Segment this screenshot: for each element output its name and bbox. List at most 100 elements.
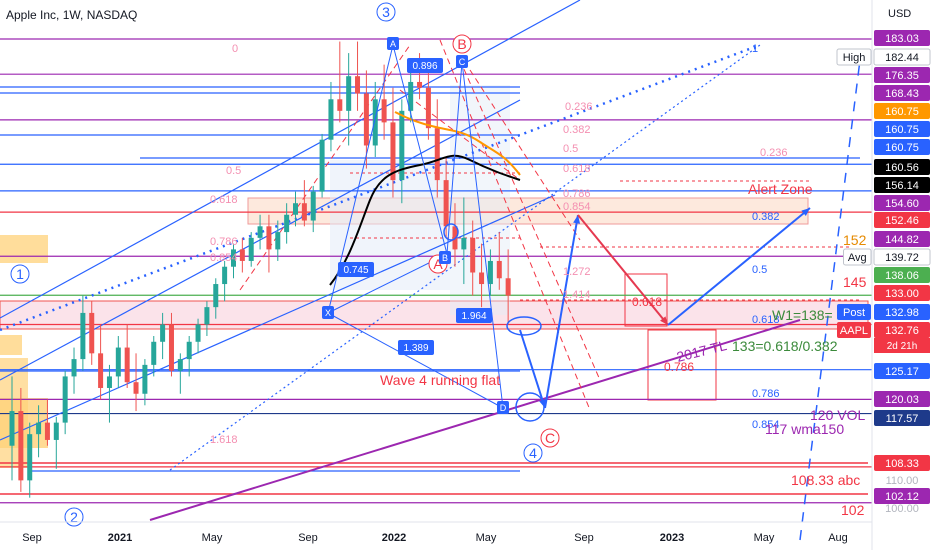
price-badge-label: 138.06 [885,270,919,282]
candle-body [177,359,183,371]
note-145-label: 145 [843,274,867,290]
candle-body [115,347,121,377]
wave-projection [439,39,591,411]
projection-arrow-head [801,208,810,216]
highlight-ellipse [443,223,459,241]
x-tick-label: 2021 [108,532,132,544]
candle-body [337,99,343,111]
wave-label-box [456,55,468,68]
candle-body [417,81,423,88]
ratio-label: 0.745 [343,265,368,276]
price-badge-label: 160.56 [885,162,919,174]
candle-body [399,110,405,181]
fib-label: 0.854 [563,201,591,213]
fib-label: 0.854 [210,252,238,264]
projection-arrow-head [660,316,668,325]
trend-line [799,59,861,541]
price-badge-label: 156.14 [885,180,919,192]
candle-body [53,422,59,440]
candle-body [505,278,511,296]
price-tick-label: 110.00 [886,475,919,487]
candle-body [106,376,112,388]
fib-label: 0.854 [752,419,780,431]
price-badge-label: 144.82 [885,234,919,246]
fib-label: 0.382 [752,211,780,223]
candle-body [239,249,245,261]
price-sub-label: 2d 21h [887,341,918,352]
x-tick-label: Sep [22,532,42,544]
price-badge-label: 152.46 [885,215,919,227]
highlight-ellipse [506,316,542,336]
candle-body [257,226,263,238]
x-tick-label: 2023 [660,532,684,544]
fib-label: 0.382 [563,124,591,136]
wave-label: C [459,57,466,67]
currency-label[interactable]: USD [888,8,912,20]
wave-label-box [439,251,451,264]
target-box [647,329,717,401]
pattern-leg [327,253,448,314]
candle-body [142,364,148,394]
candle-body [310,191,316,221]
price-badge [874,121,930,137]
wave-label: A [433,256,443,272]
price-tag-label: Post [843,307,865,319]
wave-label: B [457,36,466,52]
candle-body [470,237,476,273]
x-tick-label: May [202,532,223,544]
fib-label: 0.5 [752,264,767,276]
candle-body [213,284,219,308]
price-badge-label: 176.35 [885,70,919,82]
candle-body [355,76,361,94]
price-tag-label: Avg [848,252,867,264]
price-badge [874,322,930,338]
price-tag-badge [843,248,872,266]
w1-138-label: W1=138= [772,307,833,323]
price-tag-badge [837,322,871,338]
wave-label: 1 [16,266,24,282]
price-badge [874,267,930,283]
wave-label-ring [376,2,396,22]
ratio-badge [456,308,492,323]
candle-body [319,139,325,192]
candle-body [230,249,236,267]
alert-zone-label: Alert Zone [748,181,813,197]
price-badge [874,139,930,155]
price-badge-label: 160.75 [885,124,919,136]
fib-label: 1.272 [563,266,591,278]
price-badge-label: 132.76 [885,325,919,337]
price-badge [874,30,930,46]
candle-body [425,87,431,129]
candle-body [461,237,467,250]
price-badge-label: 139.72 [885,252,919,264]
x-tick-label: Sep [298,532,318,544]
candle-body [408,81,414,111]
ratio-label: 1.389 [403,343,428,354]
ratio-badge [338,262,374,277]
x-tick-label: May [754,532,775,544]
ratio-label: 0.896 [412,61,437,72]
price-tag-badge [837,304,871,320]
fib-label: 1 [752,43,758,55]
box-0618-label: 0.618 [632,295,662,309]
ratio-badge [398,340,434,355]
trend-line [0,0,581,319]
wave-label: 2 [70,509,78,525]
candle-body [275,232,281,250]
fib-label: 0.236 [760,147,788,159]
candle-body [62,376,68,423]
price-badge-label: 168.43 [885,88,919,100]
trend-line [0,194,556,441]
fib-label: 0.786 [752,388,780,400]
candle-body [204,307,210,325]
highlight-ellipse [515,392,545,422]
candle-body [98,353,104,388]
wave-label: X [325,308,331,318]
candle-body [346,76,352,111]
fib-label: 0.618 [210,194,238,206]
candle-body [44,422,50,440]
wave-label-ring [523,443,543,463]
fib-label: 1.618 [210,434,238,446]
